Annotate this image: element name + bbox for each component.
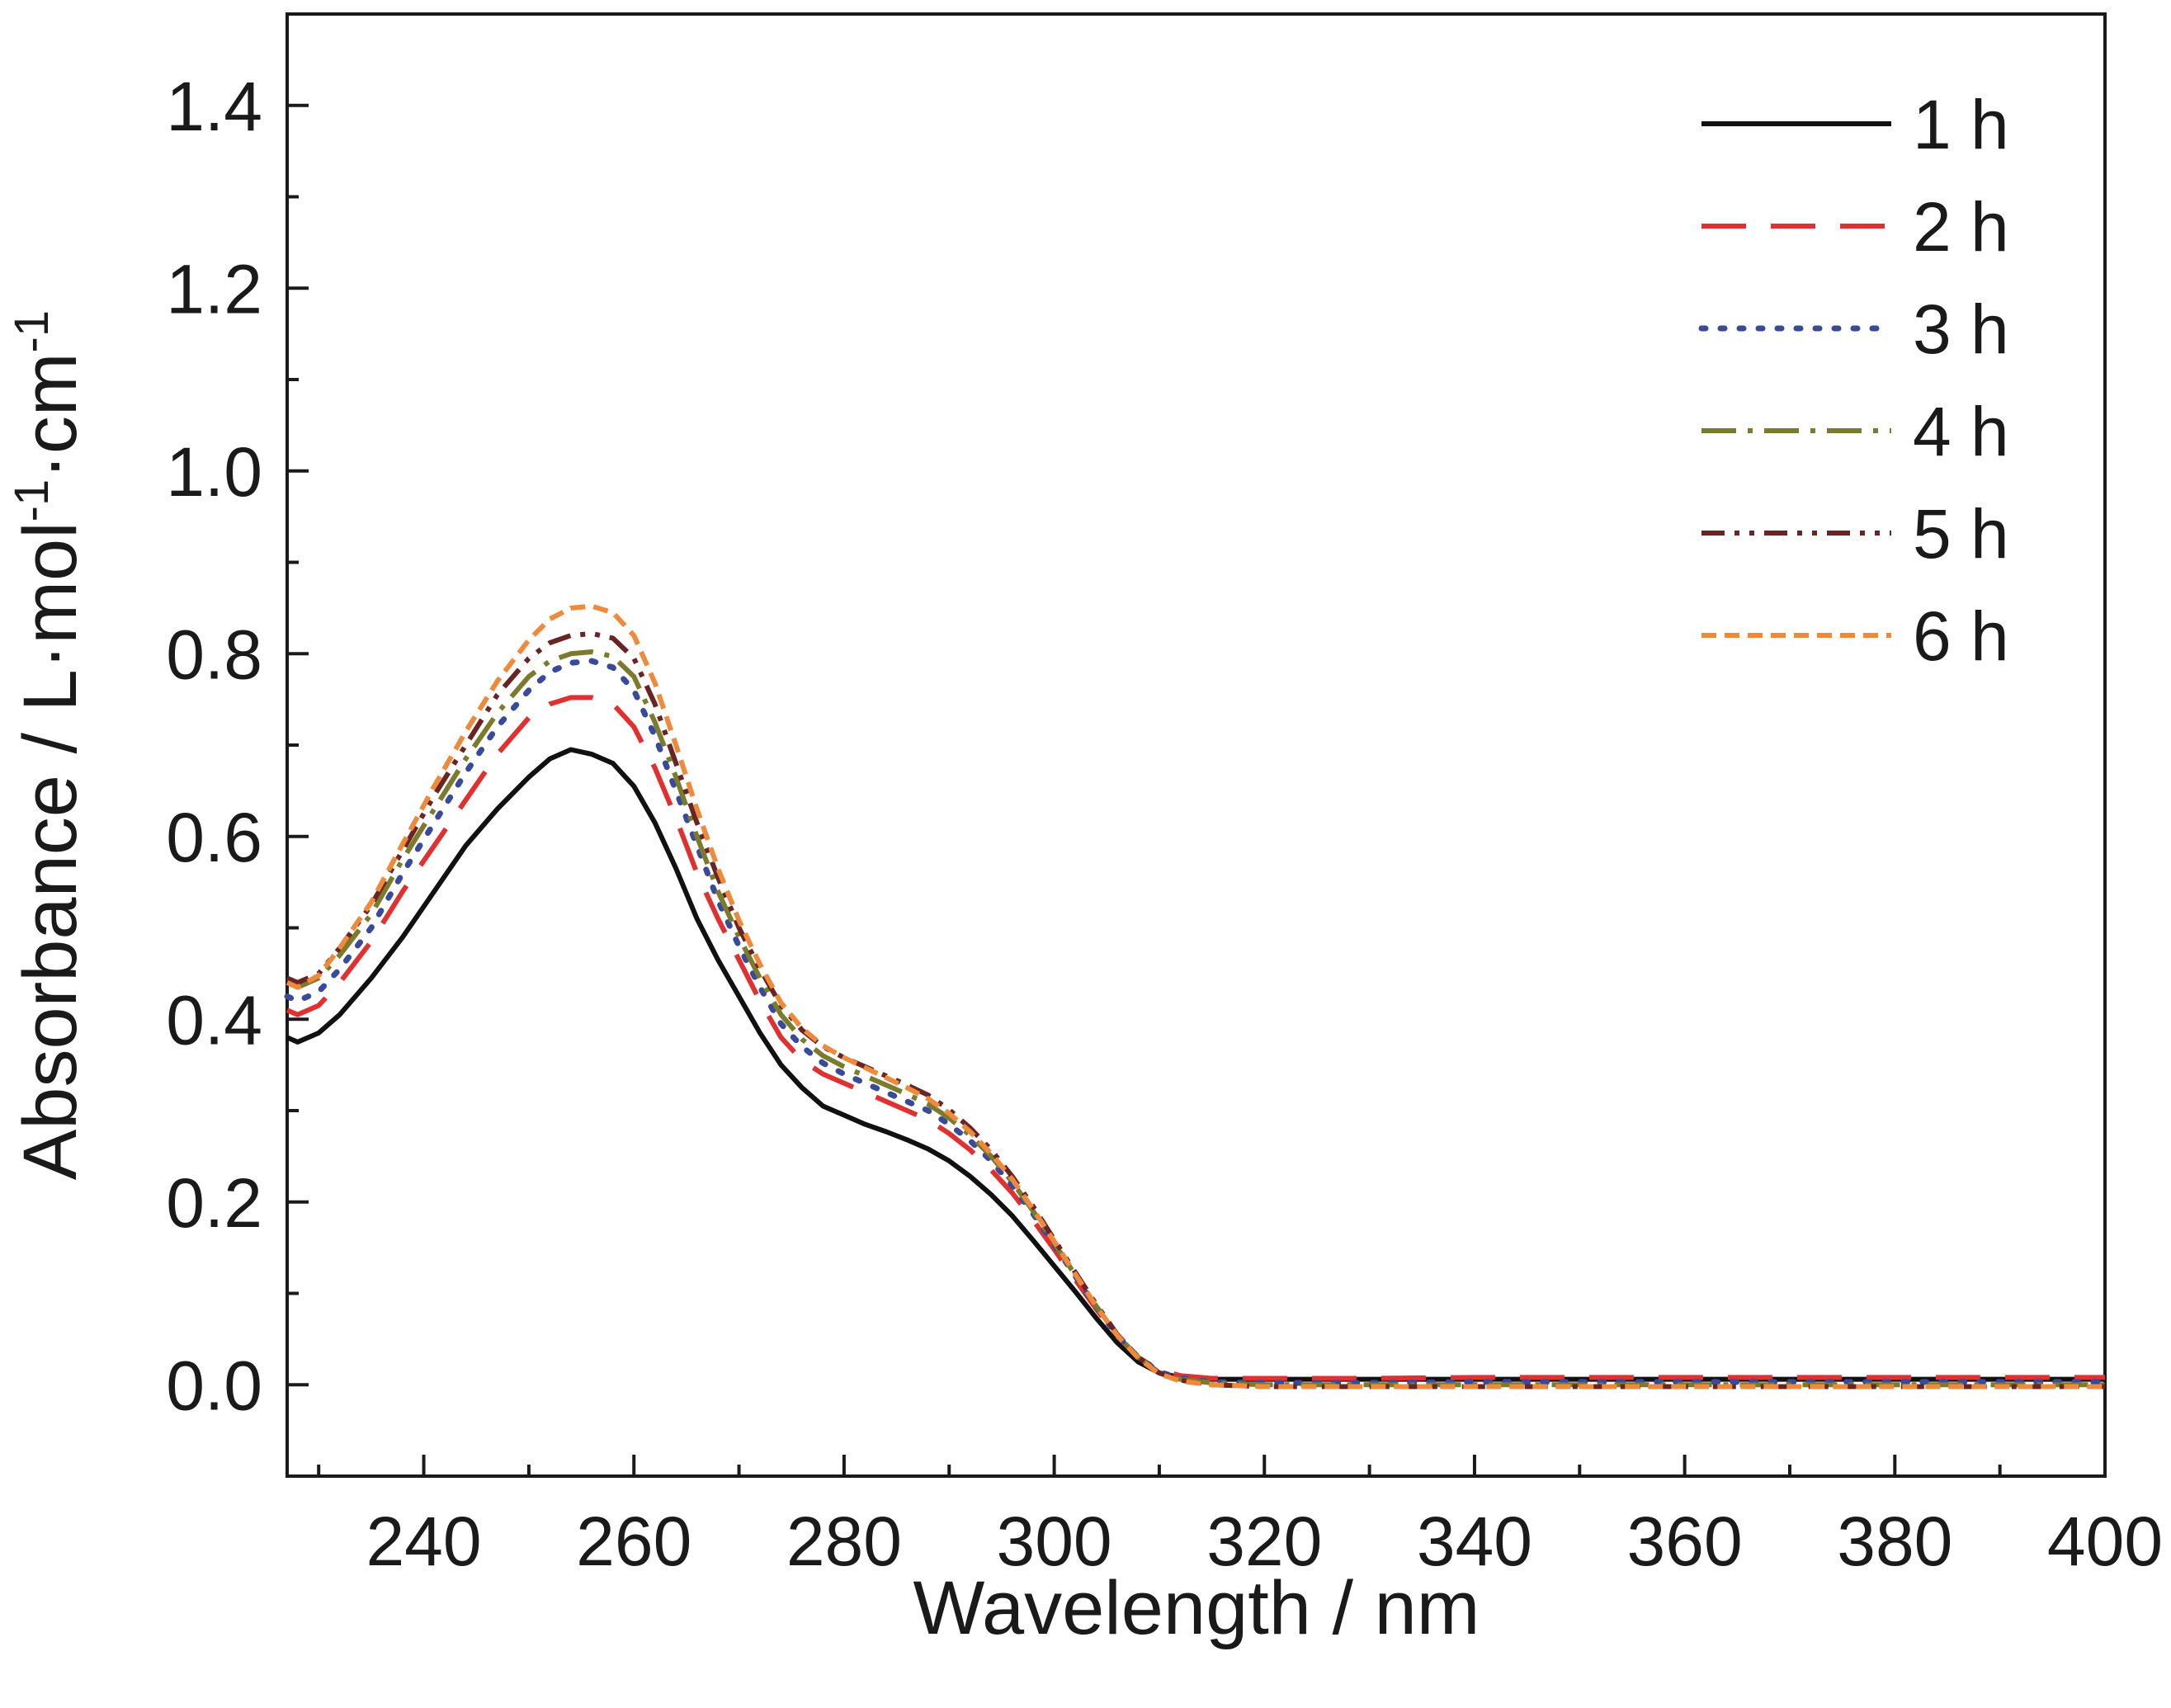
series-layer — [284, 603, 2108, 1390]
y-axis-title-base: Absorbance / L·mol — [8, 521, 92, 1180]
x-tick-label-360: 360 — [1627, 1503, 1743, 1580]
y-tick-label-1-4: 1.4 — [166, 68, 262, 145]
y-tick-label-1-2: 1.2 — [166, 250, 262, 328]
y-axis-title-sup1: -1 — [5, 479, 59, 522]
y-axis-title-sup2: -1 — [5, 310, 59, 353]
legend: 1 h 2 h 3 h 4 h 5 h 6 h — [1698, 86, 2009, 675]
y-axis-title: Absorbance / L·mol-1·cm-1 — [5, 310, 92, 1180]
y-tick-label-1-0: 1.0 — [166, 433, 262, 511]
ticks-layer: 240 260 280 300 320 340 360 380 400 0.0 0.2 0.4 0.6 0… — [166, 68, 2163, 1580]
y-tick-label-0-8: 0.8 — [166, 616, 262, 693]
x-tick-label-240: 240 — [366, 1503, 481, 1580]
legend-label-3-h: 3 h — [1913, 290, 2009, 368]
x-tick-label-280: 280 — [786, 1503, 902, 1580]
x-tick-label-300: 300 — [997, 1503, 1112, 1580]
plot-area — [286, 12, 2107, 1478]
x-tick-label-400: 400 — [2047, 1503, 2163, 1580]
series-line-6-h — [286, 603, 2105, 1390]
legend-label-6-h: 6 h — [1913, 597, 2009, 675]
x-tick-label-260: 260 — [576, 1503, 691, 1580]
legend-label-1-h: 1 h — [1913, 86, 2009, 163]
x-tick-label-340: 340 — [1417, 1503, 1532, 1580]
y-tick-label-0-2: 0.2 — [166, 1164, 262, 1242]
y-tick-label-0-4: 0.4 — [166, 981, 262, 1059]
x-axis-title: Wavelength / nm — [913, 1566, 1480, 1650]
legend-label-4-h: 4 h — [1913, 393, 2009, 470]
y-axis-title-mid: ·cm — [8, 352, 92, 479]
legend-label-2-h: 2 h — [1913, 188, 2009, 266]
series-line-2-h — [286, 695, 2105, 1381]
series-line-5-h — [286, 630, 2105, 1390]
legend-label-5-h: 5 h — [1913, 495, 2009, 573]
y-tick-label-0-6: 0.6 — [166, 799, 262, 876]
x-tick-label-380: 380 — [1837, 1503, 1952, 1580]
y-tick-label-0-0: 0.0 — [166, 1347, 262, 1424]
x-tick-label-320: 320 — [1206, 1503, 1322, 1580]
